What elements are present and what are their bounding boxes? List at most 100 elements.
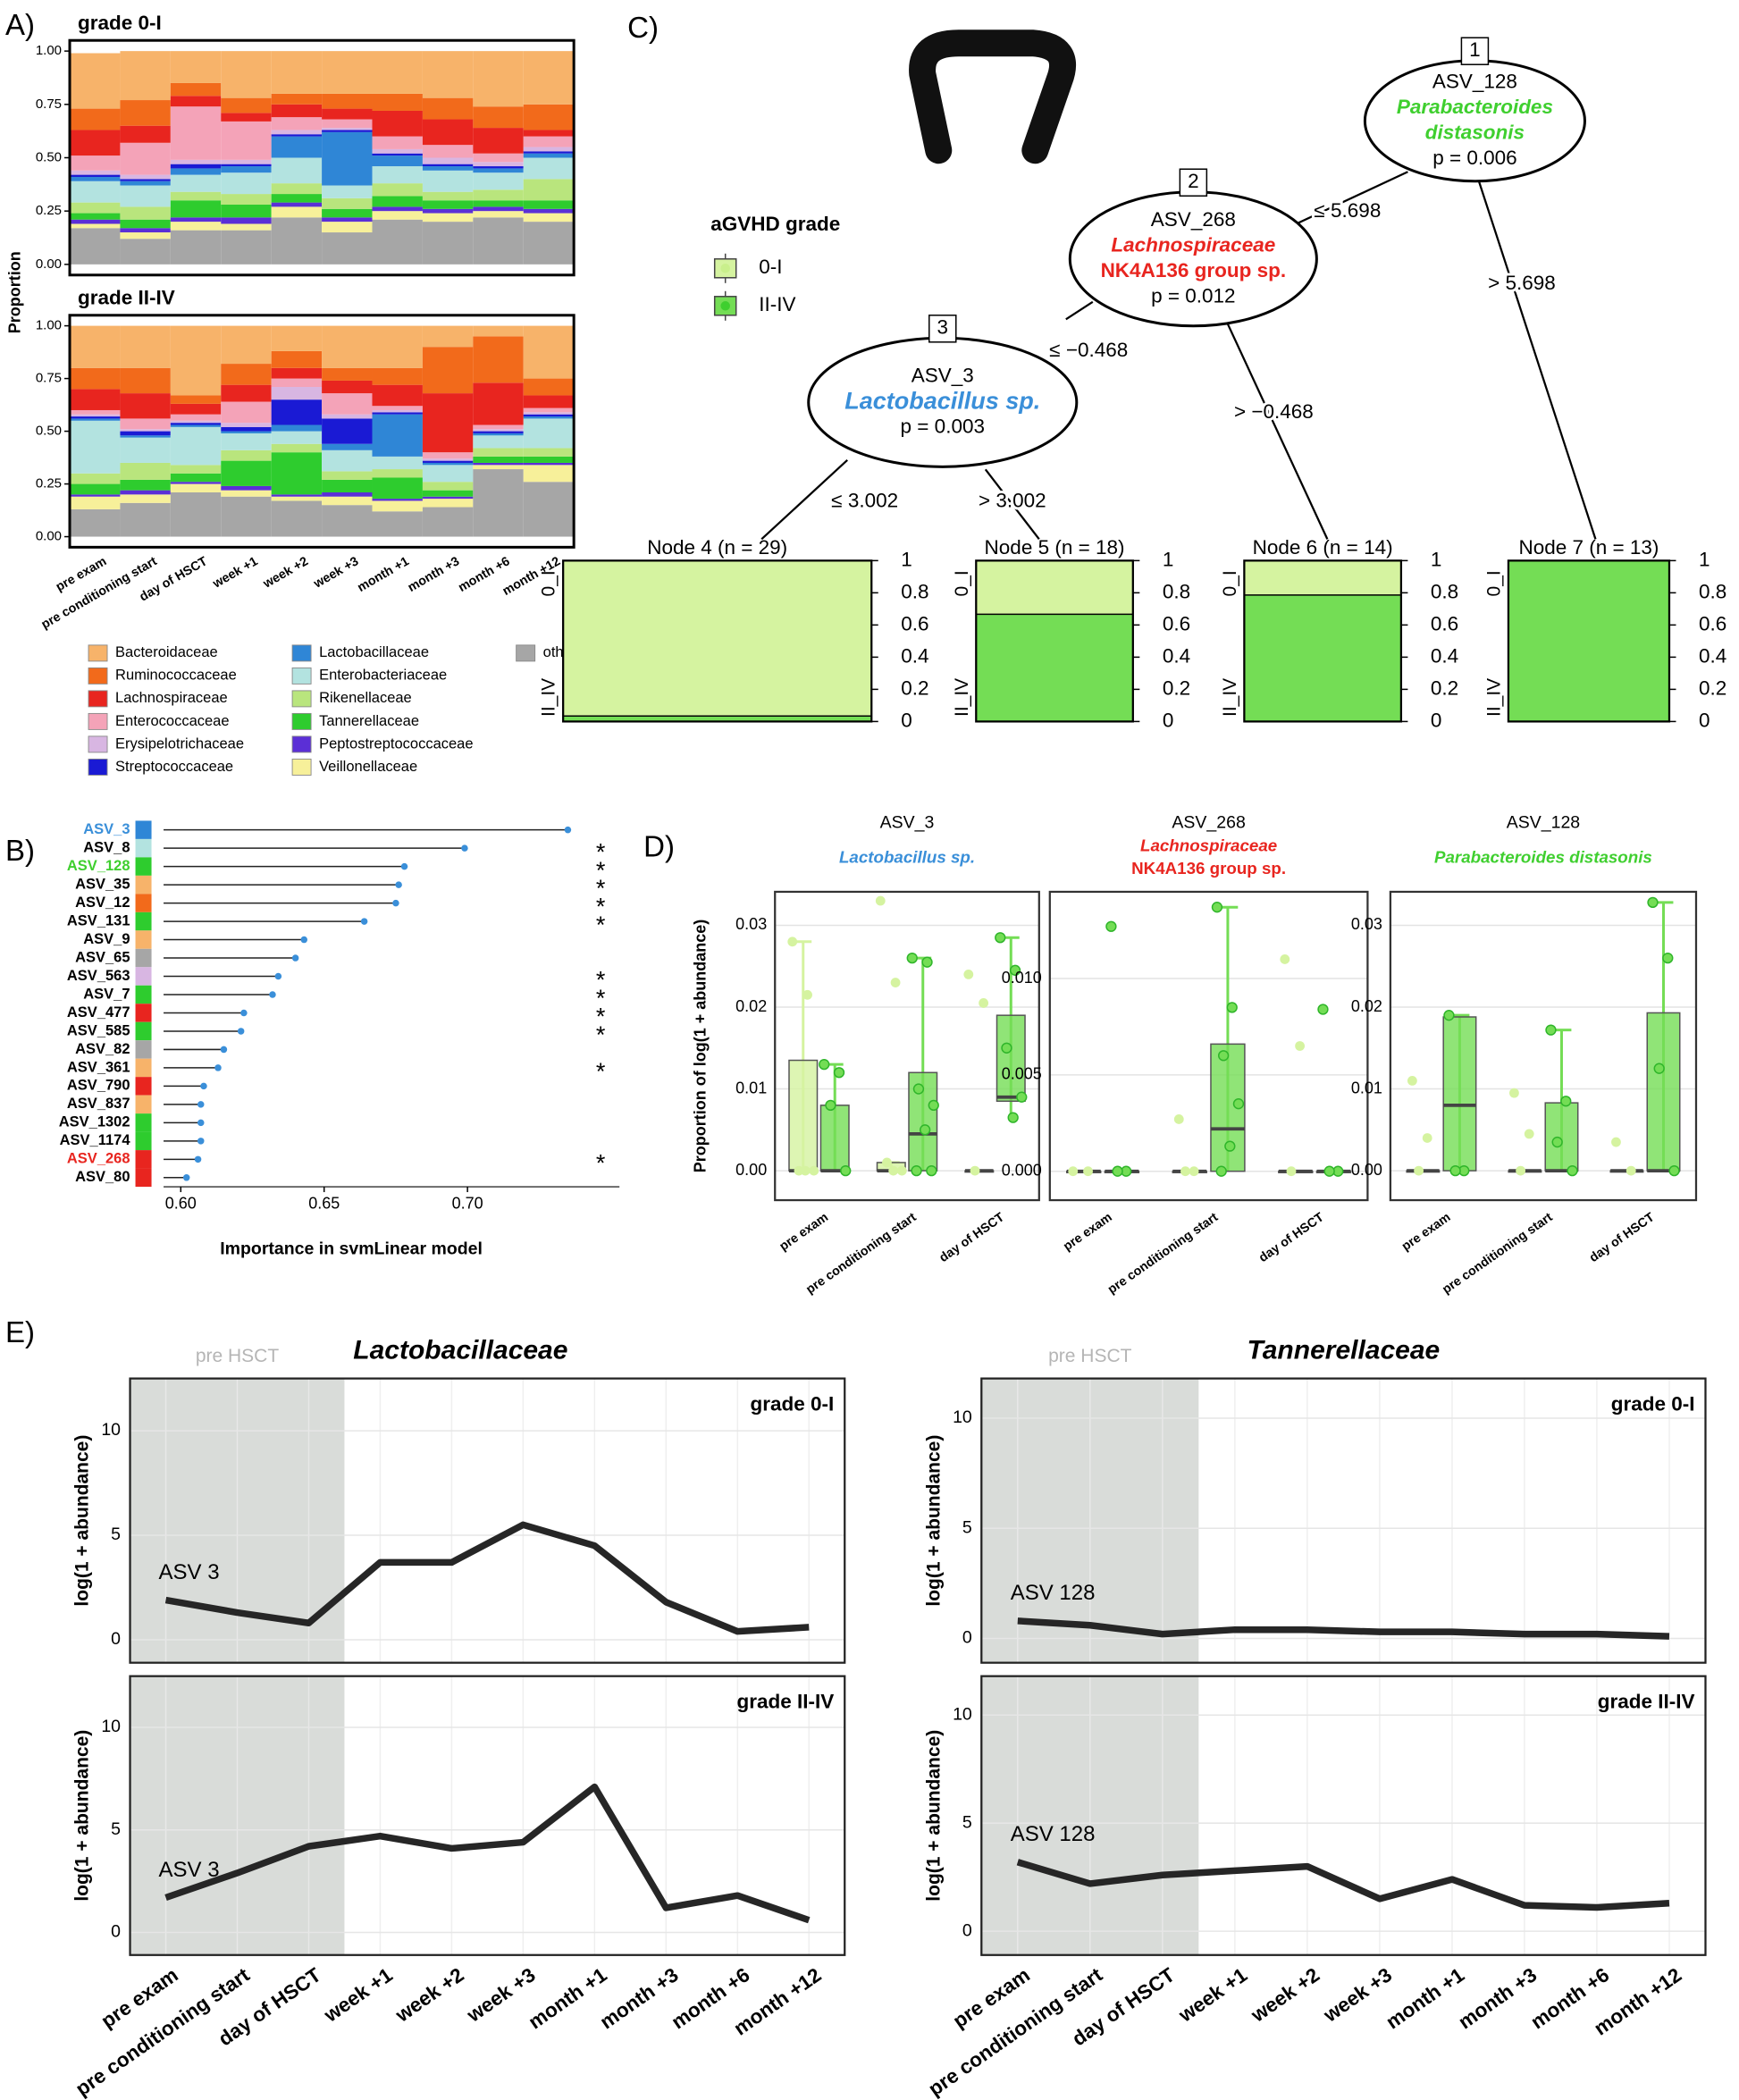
point bbox=[1286, 1166, 1297, 1177]
x-tick-label: month +3 bbox=[406, 554, 462, 595]
bar-segment bbox=[473, 448, 524, 457]
y-tick-label: 0.01 bbox=[1351, 1079, 1382, 1096]
point bbox=[1524, 1129, 1534, 1139]
lollipop-point bbox=[214, 1064, 222, 1071]
legend-label: Peptostreptococcaceae bbox=[319, 735, 473, 752]
row-label: ASV_35 bbox=[75, 876, 130, 892]
point bbox=[1422, 1133, 1432, 1143]
bar-segment bbox=[120, 490, 171, 495]
bar-segment bbox=[120, 479, 171, 491]
bar-segment bbox=[322, 93, 373, 109]
bar-segment bbox=[372, 166, 423, 184]
bar-segment bbox=[523, 157, 575, 180]
bar-segment bbox=[120, 219, 171, 229]
box bbox=[996, 1014, 1026, 1103]
bar-segment bbox=[120, 418, 171, 430]
bar-segment bbox=[170, 168, 222, 175]
bar-segment bbox=[221, 159, 272, 164]
row-label: ASV_128 bbox=[67, 858, 130, 874]
row-label: ASV_65 bbox=[75, 949, 130, 965]
x-tick-label: month +3 bbox=[596, 1963, 683, 2033]
leaf-tick-label: 1 bbox=[1431, 548, 1442, 570]
tree-edge bbox=[984, 468, 1040, 541]
bar-segment bbox=[70, 418, 121, 421]
bar-segment bbox=[70, 108, 121, 130]
x-tick-label: month +1 bbox=[1382, 1963, 1468, 2033]
panel-title: ASV_128 bbox=[1507, 813, 1580, 833]
legend-swatch bbox=[88, 735, 108, 753]
node-id-box bbox=[1179, 168, 1208, 197]
point bbox=[1626, 1165, 1636, 1176]
lollipop-point bbox=[182, 1174, 190, 1181]
bar-segment bbox=[221, 490, 272, 497]
legend-label: 0-I bbox=[759, 256, 782, 278]
bar-segment bbox=[221, 230, 272, 265]
bar-segment bbox=[523, 147, 575, 152]
lollipop-point bbox=[200, 1082, 207, 1090]
y-tick-label: 0.005 bbox=[1002, 1065, 1042, 1083]
point bbox=[888, 1165, 899, 1176]
family-swatch bbox=[135, 1004, 152, 1022]
bar-segment bbox=[271, 496, 323, 501]
bar-segment bbox=[70, 130, 121, 156]
bar-segment bbox=[422, 496, 474, 500]
family-swatch bbox=[135, 1113, 152, 1132]
leaf-tick-label: 0 bbox=[1431, 709, 1442, 731]
panel-subtitle: Lachnospiraceae bbox=[1140, 836, 1277, 855]
bar-segment bbox=[473, 51, 524, 107]
x-tick-label: pre conditioning start bbox=[1440, 1210, 1555, 1297]
bar-segment bbox=[271, 202, 323, 207]
bar-segment bbox=[70, 202, 121, 214]
tree-edge bbox=[1286, 171, 1408, 230]
x-tick-label: pre conditioning start bbox=[1105, 1210, 1221, 1297]
significance-star: * bbox=[596, 967, 606, 994]
bar-segment bbox=[221, 172, 272, 195]
edge-label: ≤ 3.002 bbox=[831, 489, 898, 511]
bar-segment bbox=[372, 384, 423, 407]
node-id: 1 bbox=[1469, 38, 1481, 61]
bar-segment bbox=[170, 96, 222, 107]
bar-segment bbox=[120, 462, 171, 480]
trend-line bbox=[1016, 1859, 1670, 1911]
leaf-category: II_IV bbox=[539, 678, 559, 717]
point bbox=[1189, 1166, 1199, 1177]
bar-segment bbox=[70, 174, 121, 177]
panel-label: E) bbox=[5, 1315, 35, 1348]
leaf-tick-label: 0.4 bbox=[901, 644, 928, 667]
trend-line bbox=[164, 1521, 810, 1635]
bar-segment bbox=[170, 174, 222, 192]
bar-segment bbox=[422, 347, 474, 394]
bar-segment bbox=[322, 325, 373, 368]
bar-segment bbox=[70, 389, 121, 410]
y-tick-label: 5 bbox=[962, 1517, 972, 1537]
bar-segment bbox=[473, 429, 524, 432]
facet-title: grade 0-I bbox=[78, 12, 162, 34]
box bbox=[819, 1105, 850, 1172]
bar-segment bbox=[221, 496, 272, 537]
bar-segment bbox=[170, 403, 222, 415]
bar-segment bbox=[322, 367, 373, 381]
plot-frame bbox=[68, 38, 575, 277]
bar-segment bbox=[523, 416, 575, 419]
legend-label: Rikenellaceae bbox=[319, 690, 412, 706]
bar-segment bbox=[422, 452, 474, 459]
point bbox=[840, 1164, 852, 1177]
leaf-title: Node 7 (n = 13) bbox=[1518, 536, 1659, 559]
bar-segment bbox=[473, 217, 524, 265]
bar-segment bbox=[372, 367, 423, 385]
leaf-tick-label: 1 bbox=[901, 548, 912, 570]
point bbox=[1567, 1164, 1578, 1177]
bar-segment bbox=[70, 223, 121, 229]
point bbox=[825, 1099, 836, 1112]
point bbox=[875, 895, 886, 906]
node-text: ASV_3 bbox=[912, 365, 974, 387]
leaf-tick-label: 0.4 bbox=[1431, 644, 1458, 667]
leaf-category: 0_I bbox=[1220, 570, 1240, 596]
bar-segment bbox=[523, 395, 575, 408]
bar-segment bbox=[422, 119, 474, 146]
significance-star: * bbox=[596, 875, 606, 902]
x-tick-label: month +3 bbox=[1454, 1963, 1541, 2033]
bar-segment bbox=[221, 364, 272, 385]
bar-segment bbox=[523, 104, 575, 130]
row-label: ASV_477 bbox=[67, 1004, 130, 1021]
